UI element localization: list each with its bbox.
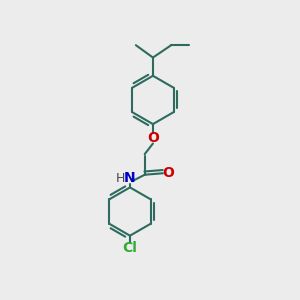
Text: O: O bbox=[162, 166, 174, 180]
Text: N: N bbox=[124, 171, 136, 185]
Text: Cl: Cl bbox=[122, 241, 137, 255]
Text: H: H bbox=[116, 172, 125, 185]
Text: O: O bbox=[147, 131, 159, 145]
